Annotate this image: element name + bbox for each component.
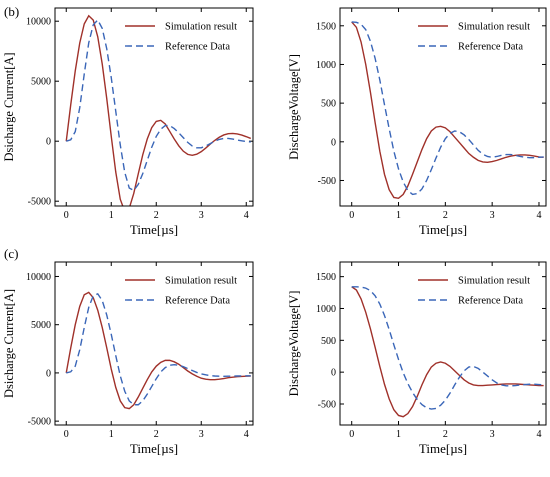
x-axis-label: Time[µs] bbox=[130, 441, 178, 456]
y-tick-label: -5000 bbox=[28, 197, 51, 208]
y-tick-label: -5000 bbox=[28, 417, 51, 428]
x-tick-label: 2 bbox=[443, 210, 448, 221]
x-axis-label: Time[µs] bbox=[419, 441, 467, 456]
legend-label: Reference Data bbox=[458, 42, 523, 53]
chart-0: 0 1 2 3 4 -5000 0 5000 10000 Simulation result Ref… bbox=[2, 7, 254, 237]
plot-frame bbox=[339, 7, 547, 207]
y-tick-label: 0 bbox=[331, 137, 336, 148]
panel-label-b: (b) bbox=[4, 4, 20, 19]
y-tick-label: -500 bbox=[318, 176, 336, 187]
chart-3: 0 1 2 3 4 -500 0 500 1000 1500 Simulation result Re… bbox=[287, 261, 547, 456]
series-line-simulation bbox=[65, 291, 251, 410]
y-tick-label: 1500 bbox=[316, 21, 336, 32]
series-line-reference bbox=[351, 21, 544, 196]
x-tick-label: 2 bbox=[154, 429, 159, 440]
y-tick-label: 10000 bbox=[26, 272, 51, 283]
x-tick-label: 0 bbox=[64, 210, 69, 221]
y-tick-label: 10000 bbox=[26, 17, 51, 28]
legend-label: Reference Data bbox=[165, 42, 230, 53]
x-tick-label: 0 bbox=[349, 210, 354, 221]
y-tick-label: 0 bbox=[46, 368, 51, 379]
legend-label: Simulation result bbox=[165, 276, 237, 287]
chart-2: 0 1 2 3 4 -5000 0 5000 10000 Simulation result Ref… bbox=[2, 261, 254, 456]
x-tick-label: 3 bbox=[199, 429, 204, 440]
y-axis-label: DischargeVoltage[V] bbox=[287, 54, 301, 160]
legend-label: Reference Data bbox=[458, 296, 523, 307]
x-tick-label: 1 bbox=[109, 210, 114, 221]
series-line-simulation bbox=[65, 14, 252, 206]
x-axis-label: Time[µs] bbox=[419, 222, 467, 237]
series-line-reference bbox=[66, 18, 251, 192]
chart-1: 0 1 2 3 4 -500 0 500 1000 1500 Simulation result Re… bbox=[287, 7, 547, 237]
y-tick-label: 1000 bbox=[316, 60, 336, 71]
x-tick-label: 3 bbox=[490, 429, 495, 440]
y-tick-label: 0 bbox=[331, 368, 336, 379]
panel-label-c: (c) bbox=[4, 246, 19, 261]
plot-frame bbox=[54, 7, 254, 207]
x-tick-label: 3 bbox=[490, 210, 495, 221]
legend-label: Simulation result bbox=[458, 22, 530, 33]
x-tick-label: 2 bbox=[443, 429, 448, 440]
y-tick-label: 500 bbox=[321, 336, 336, 347]
series-line-simulation bbox=[351, 286, 544, 418]
x-tick-label: 1 bbox=[396, 429, 401, 440]
y-axis-label: DischargeVoltage[V] bbox=[287, 291, 301, 397]
y-tick-label: 500 bbox=[321, 99, 336, 110]
series-line-simulation bbox=[351, 21, 544, 200]
x-tick-label: 0 bbox=[349, 429, 354, 440]
plot-frame bbox=[54, 261, 254, 426]
series-line-reference bbox=[351, 286, 544, 410]
legend-label: Simulation result bbox=[458, 276, 530, 287]
legend-label: Reference Data bbox=[165, 296, 230, 307]
y-tick-label: 0 bbox=[46, 137, 51, 148]
y-tick-label: 1500 bbox=[316, 272, 336, 283]
plot-frame bbox=[339, 261, 547, 426]
x-tick-label: 4 bbox=[244, 429, 249, 440]
x-tick-label: 1 bbox=[396, 210, 401, 221]
x-tick-label: 4 bbox=[536, 429, 541, 440]
x-tick-label: 4 bbox=[244, 210, 249, 221]
x-tick-label: 3 bbox=[199, 210, 204, 221]
y-tick-label: 1000 bbox=[316, 304, 336, 315]
x-tick-label: 1 bbox=[109, 429, 114, 440]
y-tick-label: 5000 bbox=[31, 77, 51, 88]
y-tick-label: -500 bbox=[318, 399, 336, 410]
y-axis-label: Dsicharge Current[A] bbox=[2, 289, 16, 398]
series-line-reference bbox=[66, 292, 251, 406]
y-axis-label: Dsicharge Current[A] bbox=[2, 52, 16, 161]
x-tick-label: 2 bbox=[154, 210, 159, 221]
x-tick-label: 0 bbox=[64, 429, 69, 440]
x-tick-label: 4 bbox=[536, 210, 541, 221]
y-tick-label: 5000 bbox=[31, 320, 51, 331]
legend-label: Simulation result bbox=[165, 22, 237, 33]
x-axis-label: Time[µs] bbox=[130, 222, 178, 237]
